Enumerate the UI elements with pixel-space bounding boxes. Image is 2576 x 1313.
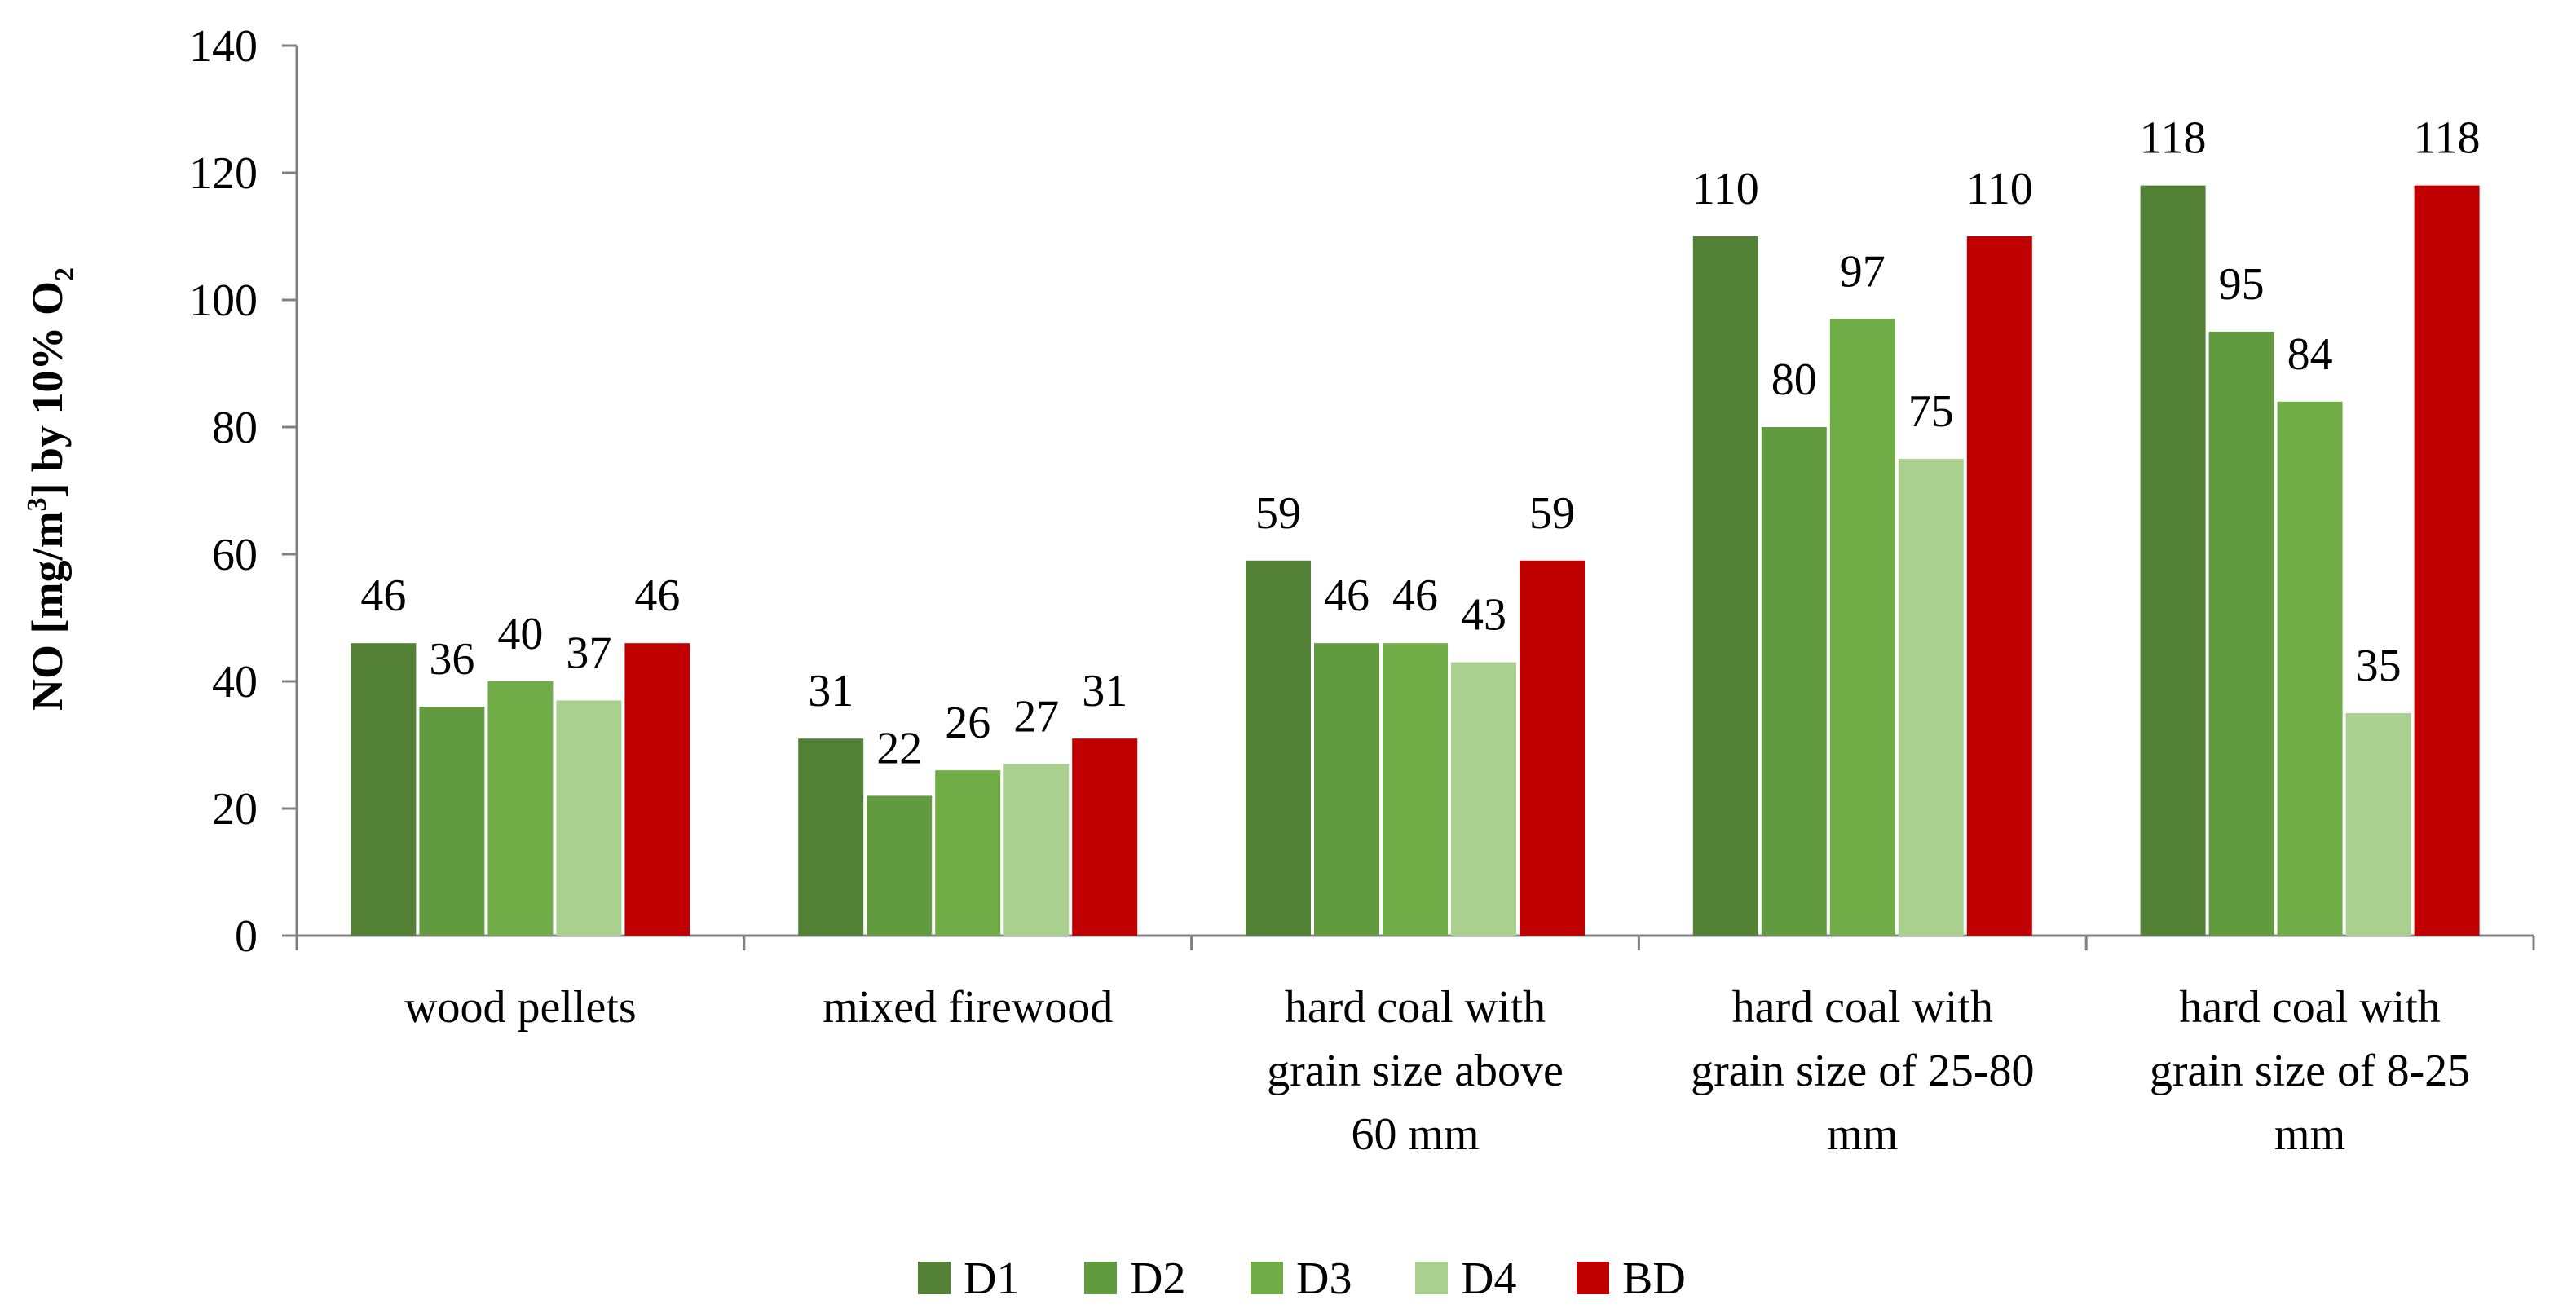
legend-swatch	[1577, 1262, 1609, 1294]
data-label: 46	[360, 571, 406, 621]
bar-bd-5	[2414, 185, 2480, 936]
bars	[351, 185, 2480, 936]
data-label: 36	[429, 634, 474, 685]
y-tick-label: 20	[212, 784, 258, 835]
bar-d2-1	[419, 707, 485, 936]
category-label: hard coal with grain size above 60 mm	[1267, 982, 1564, 1160]
category-label: mixed firewood	[823, 982, 1113, 1033]
legend-item-d2: D2	[1084, 1254, 1185, 1304]
data-label: 37	[566, 628, 611, 678]
data-label: 118	[2140, 113, 2207, 164]
x-axis	[295, 934, 2535, 950]
legend-swatch	[1415, 1262, 1448, 1294]
legend-label: D2	[1130, 1254, 1185, 1304]
data-label: 22	[876, 723, 922, 773]
data-label: 46	[1392, 571, 1438, 621]
y-axis: 0 20 40 60 80 100 120 140	[189, 21, 298, 962]
y-tick-label: 140	[189, 21, 258, 72]
bar-d2-3	[1314, 643, 1379, 936]
bar-d1-2	[798, 738, 864, 936]
bar-d1-4	[1692, 236, 1758, 936]
data-label: 31	[808, 666, 854, 716]
bar-d4-2	[1003, 764, 1070, 936]
bar-d4-1	[556, 700, 622, 936]
bar-d3-3	[1383, 643, 1448, 936]
data-label: 97	[1840, 246, 1886, 297]
legend-swatch	[1084, 1262, 1117, 1294]
y-axis-title: NO [mg/m3] by 10% O2	[22, 267, 80, 711]
category-label: wood pellets	[404, 982, 637, 1033]
legend-item-d3: D3	[1251, 1254, 1352, 1304]
bar-bd-4	[1966, 236, 2032, 936]
data-label: 59	[1529, 488, 1575, 539]
legend-item-d4: D4	[1415, 1254, 1516, 1304]
y-tick-label: 60	[212, 530, 258, 580]
data-label: 84	[2287, 329, 2333, 380]
bar-d2-5	[2208, 332, 2274, 936]
bar-d3-1	[487, 681, 554, 936]
bar-d4-4	[1898, 459, 1964, 936]
legend-swatch	[918, 1262, 951, 1294]
data-label: 27	[1013, 691, 1059, 742]
data-label: 75	[1908, 386, 1954, 437]
y-tick-label: 120	[189, 148, 258, 199]
bar-d1-1	[351, 643, 417, 936]
bar-d1-5	[2140, 185, 2206, 936]
bar-d4-3	[1451, 662, 1516, 936]
category-label: hard coal with grain size of 25-80 mm	[1691, 982, 2034, 1160]
y-tick-label: 0	[235, 911, 258, 962]
bar-d2-2	[867, 795, 933, 936]
bar-bd-2	[1072, 738, 1138, 936]
data-label: 46	[634, 571, 680, 621]
data-label: 59	[1255, 488, 1301, 539]
data-label: 35	[2356, 641, 2402, 691]
data-label: 46	[1324, 571, 1370, 621]
data-label: 43	[1461, 590, 1506, 641]
data-label: 26	[945, 698, 990, 748]
bar-d3-4	[1829, 319, 1895, 936]
bar-bd-3	[1520, 560, 1585, 936]
category-labels: wood pellets mixed firewood hard coal with…	[404, 982, 2470, 1160]
data-label: 95	[2219, 259, 2265, 310]
bar-d4-5	[2345, 713, 2411, 936]
legend-label: D3	[1296, 1254, 1352, 1304]
bar-d1-3	[1246, 560, 1311, 936]
data-label: 118	[2414, 113, 2481, 164]
legend-label: D1	[964, 1254, 1019, 1304]
legend-swatch	[1251, 1262, 1283, 1294]
bar-bd-1	[624, 643, 690, 936]
data-label: 110	[1692, 164, 1759, 214]
y-tick-label: 80	[212, 403, 258, 453]
y-tick-label: 100	[189, 275, 258, 326]
data-label: 80	[1771, 355, 1817, 405]
data-label: 40	[497, 609, 543, 659]
legend-item-bd: BD	[1577, 1254, 1686, 1304]
legend-label: BD	[1622, 1254, 1686, 1304]
data-label: 110	[1966, 164, 2033, 214]
data-labels: 46 36 40 37 46 31 22 26 27 31 59 46 46 43 59 110 80 97 75 1…	[360, 113, 2480, 774]
y-tick-label: 40	[212, 657, 258, 707]
legend-item-d1: D1	[918, 1254, 1019, 1304]
bar-d3-2	[935, 770, 1001, 936]
legend-label: D4	[1461, 1254, 1516, 1304]
legend: D1 D2 D3 D4 BD	[918, 1254, 1686, 1304]
category-label: hard coal with grain size of 8-25 mm	[2150, 982, 2470, 1160]
y-axis-title-text: NO [mg/m3] by 10% O2	[22, 267, 80, 711]
data-label: 31	[1082, 666, 1127, 716]
bar-d3-5	[2277, 401, 2343, 936]
bar-d2-4	[1761, 427, 1827, 936]
